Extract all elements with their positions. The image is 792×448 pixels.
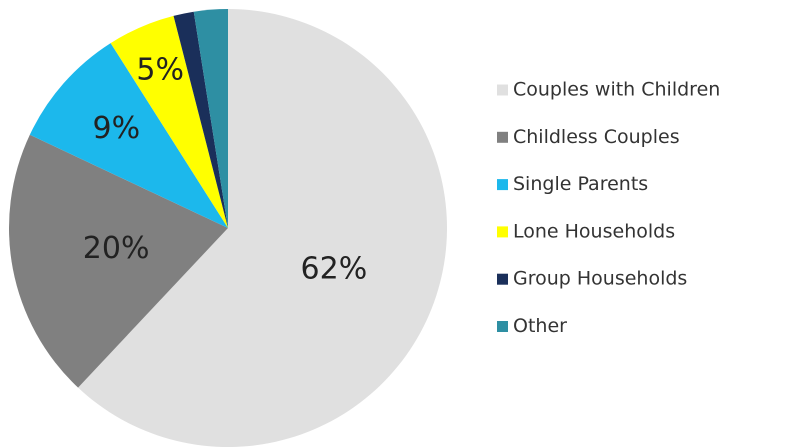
legend-swatch xyxy=(497,273,508,285)
legend-label: Couples with Children xyxy=(513,79,720,101)
data-label: 5% xyxy=(136,53,184,88)
legend-swatch xyxy=(497,84,508,96)
pie-slice xyxy=(110,15,228,229)
legend-swatch xyxy=(497,226,508,238)
legend-swatch xyxy=(497,321,508,332)
legend-swatch xyxy=(497,179,508,191)
legend-label: Lone Households xyxy=(513,220,675,242)
legend-label: Other xyxy=(513,315,567,337)
data-label: 20% xyxy=(83,231,150,266)
legend-swatch xyxy=(497,131,508,143)
data-label: 62% xyxy=(301,251,368,286)
data-label: 9% xyxy=(92,111,140,146)
pie-slice xyxy=(78,9,448,447)
pie-slice xyxy=(193,9,228,228)
pie-slice xyxy=(29,43,228,228)
pie-slice xyxy=(173,11,228,228)
pie-slice xyxy=(9,134,228,388)
legend-label: Childless Couples xyxy=(513,126,680,148)
legend-label: Single Parents xyxy=(513,173,648,195)
legend-label: Group Households xyxy=(513,268,687,290)
